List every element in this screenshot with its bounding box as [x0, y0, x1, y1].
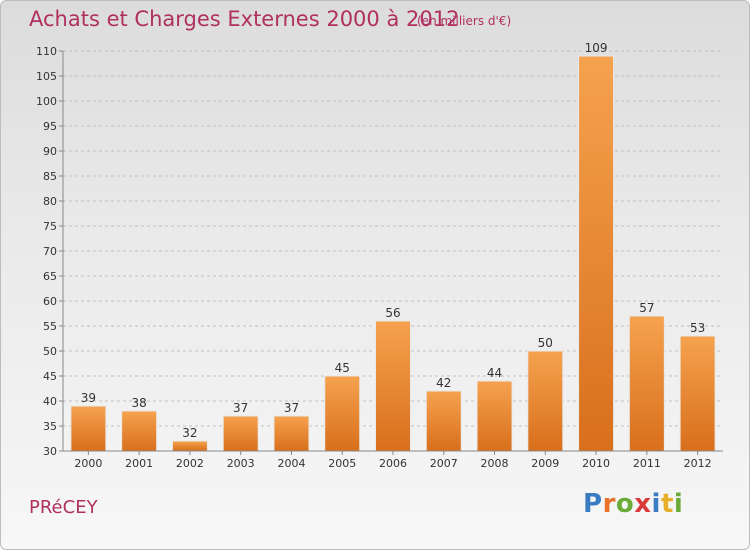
bar-2009	[527, 350, 564, 452]
data-label-2001: 38	[132, 396, 147, 410]
place-name: PRéCEY	[29, 497, 98, 518]
logo-letter: o	[615, 489, 635, 519]
x-tick-label-2001: 2001	[125, 457, 153, 470]
y-tick-label: 100	[36, 95, 57, 108]
bar-2010	[578, 55, 615, 452]
x-tick-label-2008: 2008	[481, 457, 509, 470]
chart-title: Achats et Charges Externes 2000 à 2012	[29, 7, 460, 31]
data-labels: 39 38 32 37 37 45 56 42 44 50 109 57 53	[81, 41, 706, 440]
y-tick-label: 60	[43, 295, 57, 308]
data-label-2003: 37	[233, 401, 248, 415]
proxiti-logo[interactable]: Proxiti	[583, 489, 683, 519]
y-tick-label: 50	[43, 345, 57, 358]
data-label-2007: 42	[436, 376, 451, 390]
data-label-2011: 57	[639, 301, 654, 315]
bar-2001	[121, 410, 158, 452]
data-label-2004: 37	[284, 401, 299, 415]
bar-2007	[425, 390, 462, 452]
y-tick-label: 95	[43, 120, 57, 133]
logo-letter: t	[660, 489, 674, 519]
data-label-2002: 32	[182, 426, 197, 440]
y-tick-label: 80	[43, 195, 57, 208]
logo-letter: x	[634, 489, 652, 519]
y-tick-label: 55	[43, 320, 57, 333]
y-tick-label: 30	[43, 445, 57, 458]
x-tick-label-2009: 2009	[531, 457, 559, 470]
bar-2005	[324, 375, 361, 452]
x-tick-label-2007: 2007	[430, 457, 458, 470]
y-tick-label: 65	[43, 270, 57, 283]
bar-2002	[171, 440, 208, 452]
logo-letter: P	[583, 489, 603, 519]
bars	[70, 55, 716, 452]
data-label-2008: 44	[487, 366, 502, 380]
y-tick-label: 75	[43, 220, 57, 233]
y-tick-label: 40	[43, 395, 57, 408]
data-label-2012: 53	[690, 321, 705, 335]
logo-letter: i	[651, 489, 661, 519]
x-tick-label-2010: 2010	[582, 457, 610, 470]
logo-letter: r	[602, 489, 616, 519]
y-tick-label: 85	[43, 170, 57, 183]
x-tick-label-2011: 2011	[633, 457, 661, 470]
bar-2004	[273, 415, 310, 452]
x-axis-ticks: 2000 2001 2002 2003 2004 2005 2006 2007 2008 2009…	[74, 451, 712, 470]
chart-subtitle: (en milliers d'€)	[417, 14, 512, 28]
y-tick-label: 70	[43, 245, 57, 258]
bar-2000	[70, 405, 107, 452]
bar-2003	[222, 415, 259, 452]
y-tick-label: 105	[36, 70, 57, 83]
y-axis-ticks: 30 35 40 45 50 55 60 65 70 75 80 85 90 95 100 105 110	[36, 45, 63, 458]
x-tick-label-2000: 2000	[74, 457, 102, 470]
data-label-2005: 45	[335, 361, 350, 375]
x-tick-label-2012: 2012	[684, 457, 712, 470]
bar-2011	[628, 315, 665, 452]
y-tick-label: 110	[36, 45, 57, 58]
x-tick-label-2003: 2003	[227, 457, 255, 470]
x-tick-label-2005: 2005	[328, 457, 356, 470]
logo-letter: i	[673, 489, 684, 519]
y-tick-label: 45	[43, 370, 57, 383]
data-label-2000: 39	[81, 391, 96, 405]
x-tick-label-2006: 2006	[379, 457, 407, 470]
bar-2012	[679, 335, 716, 452]
y-tick-label: 35	[43, 420, 57, 433]
data-label-2009: 50	[538, 336, 553, 350]
bar-2006	[375, 320, 411, 452]
bar-2008	[476, 380, 513, 452]
data-label-2006: 56	[385, 306, 400, 320]
x-tick-label-2002: 2002	[176, 457, 204, 470]
data-label-2010: 109	[585, 41, 608, 55]
x-tick-label-2004: 2004	[277, 457, 305, 470]
y-tick-label: 90	[43, 145, 57, 158]
